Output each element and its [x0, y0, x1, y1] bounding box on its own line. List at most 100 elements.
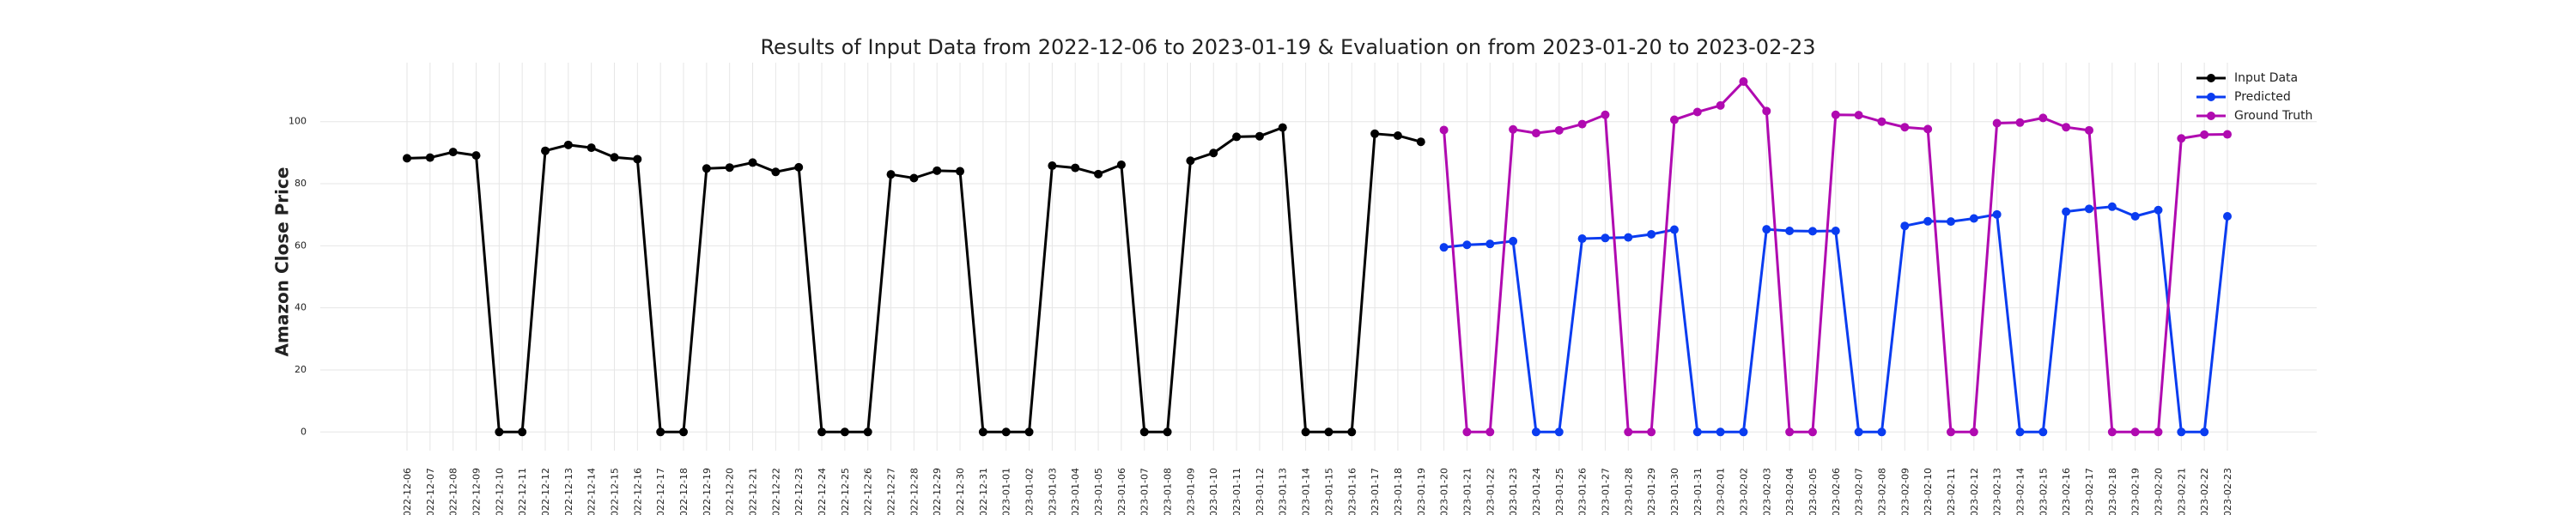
data-point [1992, 209, 2002, 219]
data-point [1739, 427, 1748, 437]
x-tick-label: 2022-12-22 [770, 468, 781, 515]
data-point [1577, 119, 1587, 129]
y-tick-label: 0 [301, 426, 307, 437]
data-point [1024, 427, 1034, 437]
data-point [1347, 427, 1357, 437]
y-axis-label: Amazon Close Price [272, 167, 293, 357]
x-tick-label: 2023-02-10 [1923, 468, 1934, 515]
x-tick-label: 2023-01-05 [1093, 468, 1104, 515]
x-tick-label: 2023-02-23 [2222, 468, 2233, 515]
data-point [1716, 427, 1725, 437]
data-point [1462, 240, 1472, 250]
data-point [448, 148, 458, 157]
x-tick-label: 2023-01-27 [1600, 468, 1611, 515]
x-tick-label: 2022-12-20 [725, 468, 736, 515]
x-tick-label: 2022-12-16 [632, 468, 643, 515]
data-point [1509, 236, 1518, 245]
x-tick-label: 2023-01-25 [1554, 468, 1565, 515]
x-tick-label: 2022-12-24 [817, 468, 828, 515]
x-tick-label: 2023-02-19 [2130, 468, 2142, 515]
data-point [2062, 123, 2071, 132]
x-tick-label: 2023-01-08 [1163, 468, 1174, 515]
x-tick-label: 2023-01-31 [1692, 468, 1704, 515]
data-point [1393, 130, 1402, 140]
data-point [2177, 134, 2186, 143]
x-tick-label: 2023-02-03 [1761, 468, 1772, 515]
data-point [563, 140, 573, 149]
data-point [1692, 107, 1702, 117]
data-point [1462, 427, 1472, 437]
x-tick-label: 2023-02-09 [1899, 468, 1911, 515]
x-tick-label: 2023-01-11 [1231, 468, 1242, 515]
x-tick-label: 2022-12-10 [494, 468, 505, 515]
x-tick-label: 2023-02-16 [2061, 468, 2072, 515]
x-tick-label: 2023-01-16 [1346, 468, 1358, 515]
data-point [771, 167, 781, 177]
series [1439, 77, 2232, 437]
data-point [1255, 131, 1264, 141]
x-tick-label: 2023-01-02 [1024, 468, 1036, 515]
data-point [1900, 123, 1910, 132]
x-tick-label: 2022-12-18 [678, 468, 690, 515]
data-point [2015, 427, 2025, 437]
data-point [1601, 233, 1610, 243]
data-point [1647, 427, 1656, 437]
data-point [1485, 427, 1495, 437]
data-point [1624, 427, 1633, 437]
x-tick-label: 2023-01-03 [1047, 468, 1058, 515]
x-tick-label: 2023-02-01 [1716, 468, 1727, 515]
x-tick-label: 2022-12-13 [563, 468, 574, 515]
data-point [2130, 427, 2140, 437]
data-point [1071, 163, 1080, 173]
data-point [495, 427, 504, 437]
x-tick-label: 2023-02-22 [2199, 468, 2210, 515]
data-point [541, 146, 550, 155]
data-point [2107, 427, 2117, 437]
data-point [1001, 427, 1011, 437]
data-point [679, 427, 689, 437]
data-point [1601, 110, 1610, 119]
x-tick-label: 2023-01-07 [1139, 468, 1151, 515]
series [1439, 202, 2232, 437]
x-tick-label: 2023-02-06 [1831, 468, 1842, 515]
data-point [1807, 227, 1817, 236]
x-tick-label: 2022-12-06 [402, 468, 413, 515]
x-tick-label: 2023-02-21 [2176, 468, 2187, 515]
data-point [1324, 427, 1334, 437]
data-point [1439, 125, 1449, 135]
data-point [978, 427, 987, 437]
data-point [1139, 427, 1149, 437]
data-point [2130, 211, 2140, 221]
data-point [1946, 217, 1955, 227]
data-point [1416, 137, 1425, 147]
x-tick-label: 2023-01-19 [1416, 468, 1427, 515]
data-point [748, 158, 757, 167]
data-point [1739, 77, 1748, 87]
legend-marker [2207, 93, 2215, 101]
data-point [1209, 148, 1218, 158]
data-point [1877, 427, 1886, 437]
x-tick-label: 2022-12-23 [793, 468, 805, 515]
x-tick-label: 2023-01-23 [1508, 468, 1519, 515]
x-tick-label: 2023-01-21 [1461, 468, 1473, 515]
data-point [1554, 125, 1564, 135]
x-tick-label: 2023-01-28 [1623, 468, 1634, 515]
x-tick-label: 2022-12-30 [955, 468, 966, 515]
data-point [2062, 207, 2071, 216]
data-point [1877, 117, 1886, 126]
data-point [1186, 156, 1195, 166]
data-point [2223, 211, 2232, 221]
data-point [471, 151, 481, 161]
y-tick-label: 80 [295, 178, 307, 189]
data-point [1439, 243, 1449, 252]
x-tick-label: 2023-02-04 [1784, 468, 1795, 515]
data-point [2038, 113, 2048, 123]
x-tick-label: 2022-12-31 [978, 468, 989, 515]
data-point [1923, 124, 1933, 134]
data-point [933, 166, 942, 175]
data-point [1669, 115, 1679, 124]
legend-label: Input Data [2234, 71, 2298, 85]
x-tick-label: 2023-02-20 [2153, 468, 2164, 515]
data-point [425, 153, 434, 162]
data-point [886, 170, 896, 179]
